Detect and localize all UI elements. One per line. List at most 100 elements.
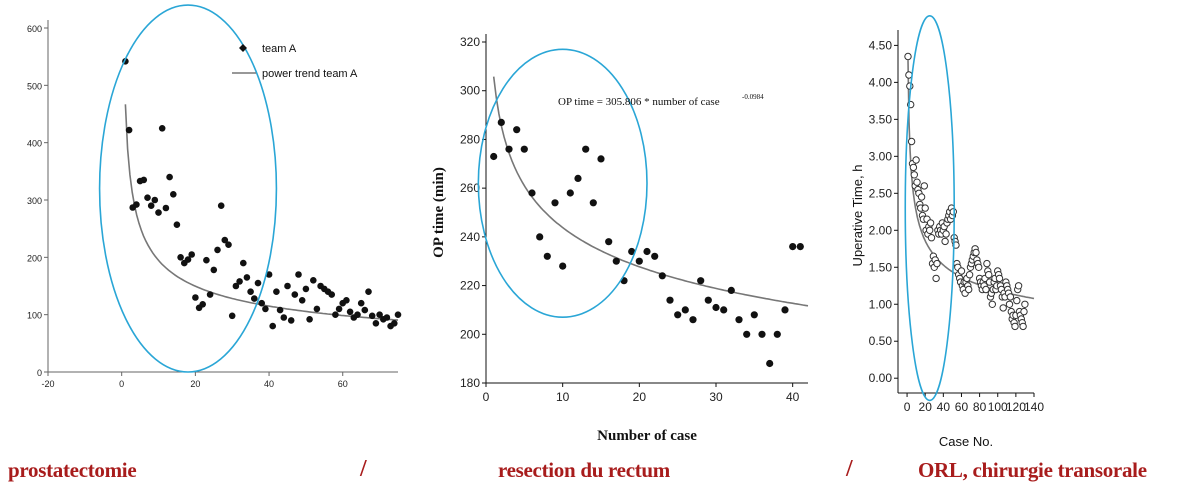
data-point [972,248,980,257]
data-point [910,171,918,179]
data-point [221,236,229,244]
data-point [574,174,582,182]
data-point [904,52,912,61]
data-point [975,263,983,271]
data-point [247,288,254,296]
data-point [383,314,391,321]
x-tick-label: 140 [1024,400,1044,414]
x-tick-label: 40 [786,390,800,404]
data-point [926,226,934,235]
data-point [262,305,269,313]
data-point [674,311,682,319]
data-point [346,308,354,316]
data-point [147,202,155,209]
data-point [543,252,551,260]
data-point [162,204,170,212]
data-point [612,257,620,265]
data-point [177,253,184,261]
trend-line [492,76,809,307]
data-point [941,237,949,246]
data-point [291,291,299,298]
data-point [559,262,567,270]
data-point [505,145,513,153]
y-tick-label: 280 [460,132,480,146]
y-tick-label: 0.00 [869,371,893,385]
data-point [240,259,247,267]
data-point [666,296,674,304]
data-point [932,274,940,283]
caption-orl: ORL, chirurgie transorale [918,458,1147,482]
data-point [982,285,990,294]
y-tick-label: 400 [27,139,42,149]
data-point [985,271,993,279]
y-tick-label: 320 [460,35,480,49]
data-point [773,330,781,338]
legend-label-team-a: team A [262,43,297,55]
data-point [1011,322,1019,331]
y-tick-label: 200 [27,253,42,263]
data-point [144,194,151,201]
y-tick-label: 4.50 [869,38,893,52]
chart-orl: 0.00 0.50 1.00 1.50 2.00 2.50 3.00 3.50 4.00 4.50… [850,15,1044,449]
data-point [133,201,140,208]
data-point [942,230,950,238]
data-point [310,277,317,284]
data-point [206,291,214,298]
data-point [354,311,361,319]
data-point [704,296,712,304]
data-point [995,274,1004,283]
data-point [140,176,148,184]
data-point [302,285,310,293]
y-axis-title: Uperative Time, h [850,165,865,267]
y-tick-label: 2.00 [869,223,893,237]
x-tick-label: 0 [483,390,490,404]
data-point [988,300,996,308]
data-point [907,137,916,146]
caption-prostatectomie: prostatectomie [8,458,137,482]
data-point [273,288,280,296]
data-point [921,204,929,212]
data-point [551,199,559,207]
y-tick-label: 300 [27,196,42,206]
caption-resection-rectum: resection du rectum [498,458,670,482]
data-point [520,145,528,153]
data-point [528,189,536,197]
caption-separator-2: / [846,456,853,482]
data-point [214,246,221,254]
data-point [933,259,941,268]
data-point [658,272,666,280]
data-point [750,311,758,319]
x-tick-label: 20 [190,379,200,389]
y-tick-label: 240 [460,230,480,244]
data-point [917,193,926,201]
x-tick-label: 60 [338,379,348,389]
data-point [276,306,284,314]
data-point [228,312,236,320]
y-tick-label: 3.00 [869,149,893,163]
x-tick-label: 0 [904,400,911,414]
data-point [697,277,705,285]
data-point [681,306,689,314]
data-point [365,288,372,296]
caption-separator-1: / [360,456,367,482]
y-tick-label: 180 [460,376,480,390]
x-tick-label: 40 [264,379,274,389]
data-point [635,257,643,265]
data-point [125,126,133,134]
data-point [789,243,797,251]
data-point [1019,322,1027,331]
data-point [920,182,928,190]
data-point [391,320,398,327]
y-tick-label: 0 [37,368,42,378]
data-point [983,259,991,268]
data-point [243,274,251,281]
data-point [287,317,295,324]
data-point [328,291,336,298]
equation-exponent: -0.0984 [742,93,764,101]
data-point [781,306,789,314]
data-point [394,311,402,319]
data-point [343,297,350,304]
data-point [766,359,774,368]
data-point [251,295,258,302]
data-point [1013,296,1021,305]
